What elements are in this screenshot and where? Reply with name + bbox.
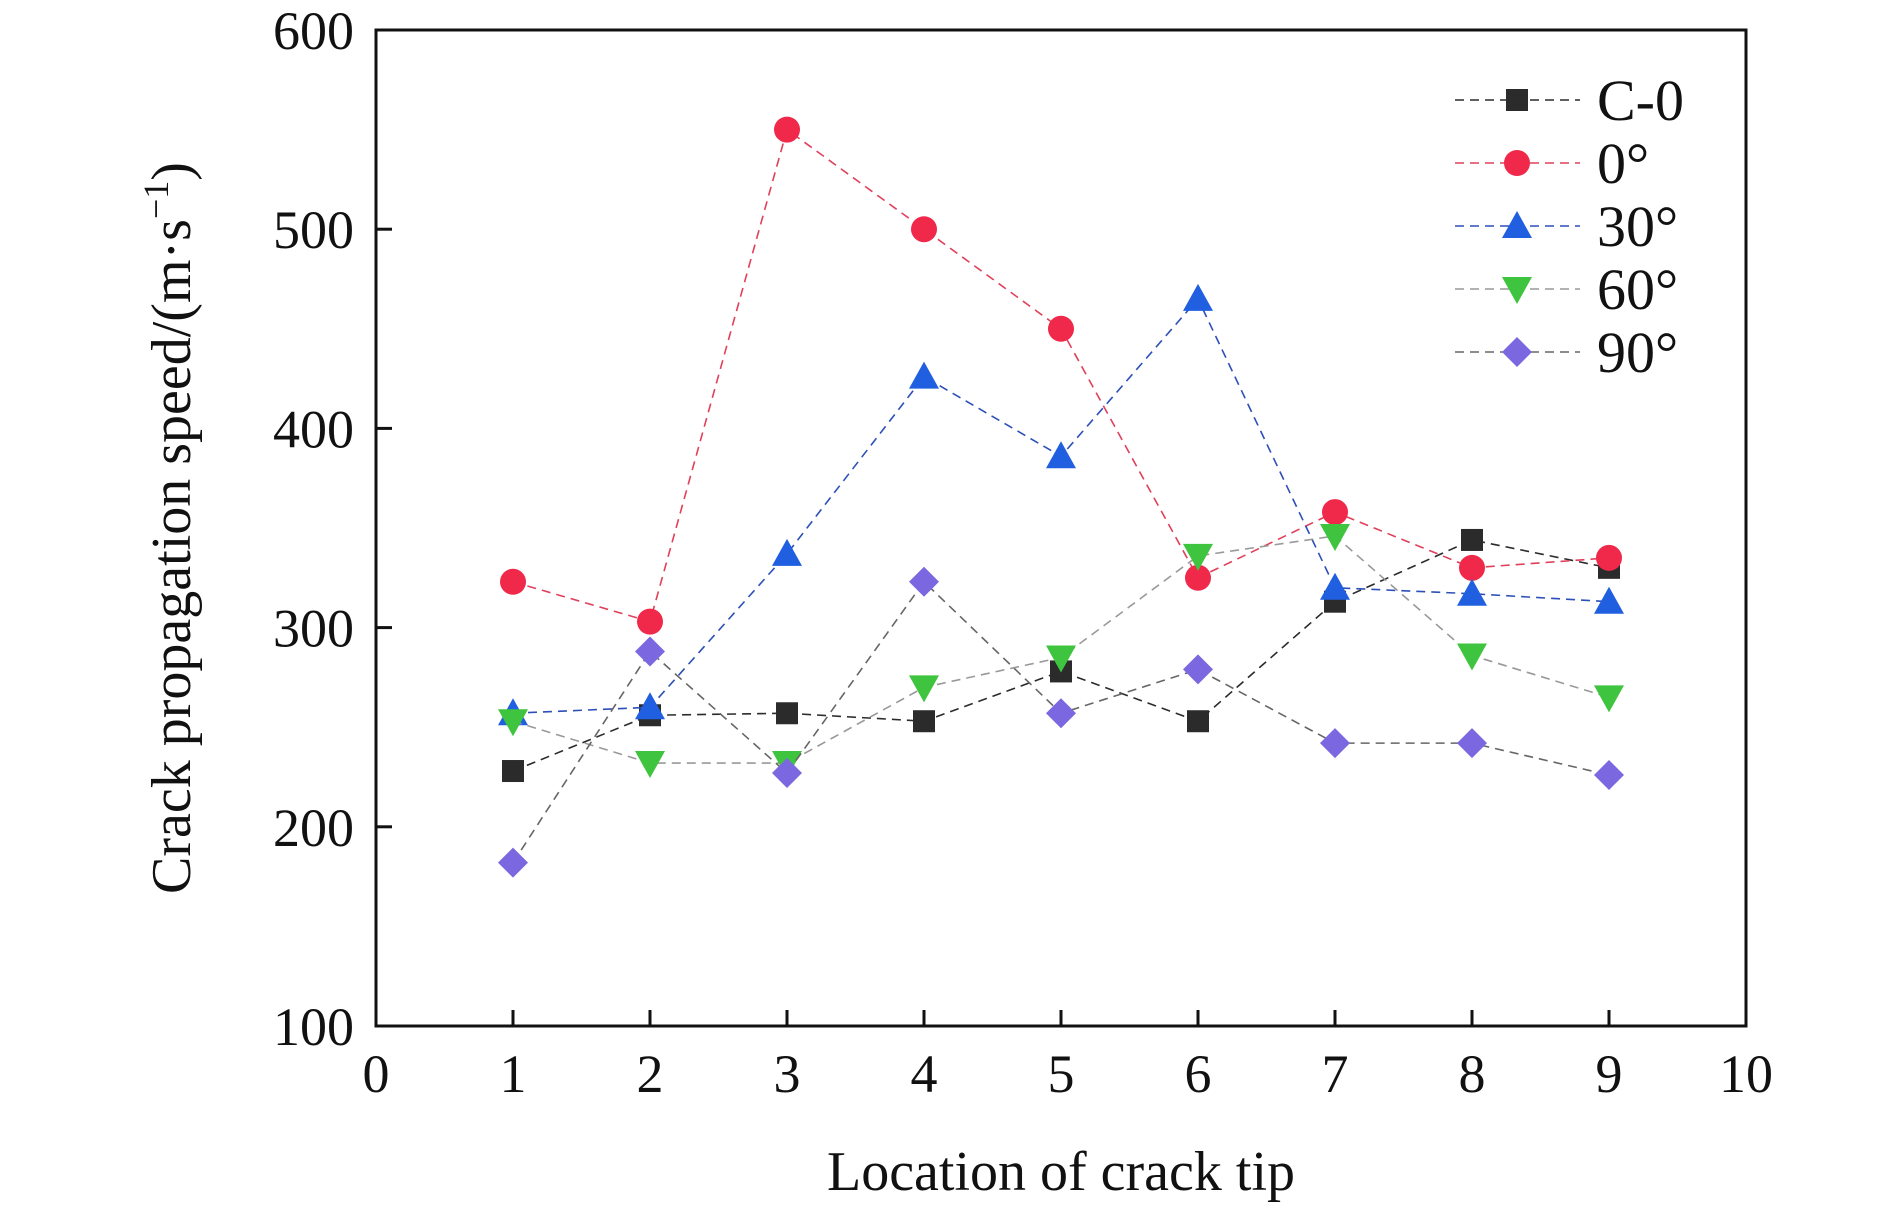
x-tick-label: 1 — [500, 1044, 527, 1104]
series-3 — [498, 523, 1624, 779]
data-point — [772, 538, 802, 566]
data-point — [500, 568, 526, 595]
data-point — [1183, 654, 1213, 685]
y-axis-title-exponent: −1 — [136, 181, 176, 219]
data-point — [1457, 643, 1487, 671]
data-point — [1320, 523, 1350, 551]
data-point — [635, 692, 665, 720]
x-tick-label: 7 — [1322, 1044, 1349, 1104]
series-4 — [498, 566, 1624, 878]
legend-label: C-0 — [1597, 68, 1684, 133]
y-axis-title: Crack propagation speed/(m·s−1) — [136, 162, 203, 894]
data-point — [1459, 554, 1485, 581]
x-tick-label: 6 — [1185, 1044, 1212, 1104]
y-tick-label: 400 — [273, 399, 354, 459]
data-point — [1461, 528, 1483, 551]
y-axis-title-close: ) — [141, 162, 203, 181]
y-axis-title-main: Crack propagation speed/(m·s — [141, 219, 203, 894]
y-tick-label: 200 — [273, 798, 354, 858]
data-point — [776, 702, 798, 725]
data-point — [1046, 441, 1076, 469]
data-point — [1320, 572, 1350, 600]
data-point — [1183, 283, 1213, 311]
x-tick-label: 9 — [1596, 1044, 1623, 1104]
data-point — [1183, 543, 1213, 571]
data-point — [774, 116, 800, 143]
legend-label: 0° — [1597, 131, 1649, 196]
legend-label: 60° — [1597, 257, 1678, 322]
legend-marker — [1502, 211, 1532, 238]
series-line — [512, 539, 1610, 772]
y-axis-ticks: 100 200 300 400 500 600 — [273, 1, 392, 1057]
x-tick-label: 2 — [637, 1044, 664, 1104]
plot-frame — [374, 28, 1748, 1028]
legend-item: 0° — [1455, 131, 1649, 196]
legend-item: 90° — [1455, 320, 1678, 385]
x-tick-label: 3 — [774, 1044, 801, 1104]
data-point — [502, 760, 524, 783]
x-axis-title: Location of crack tip — [827, 1141, 1295, 1203]
data-point — [1046, 645, 1076, 673]
data-point — [909, 675, 939, 703]
series-line — [512, 128, 1610, 623]
data-point — [909, 361, 939, 389]
x-tick-label: 0 — [363, 1044, 390, 1104]
y-tick-label: 300 — [273, 599, 354, 659]
data-point — [1185, 564, 1211, 591]
legend-label: 90° — [1597, 320, 1678, 385]
x-tick-label: 5 — [1048, 1044, 1075, 1104]
data-point — [635, 751, 665, 779]
data-point — [772, 758, 802, 789]
y-tick-label: 600 — [273, 1, 354, 61]
series-0 — [502, 528, 1620, 783]
legend: C-00°30°60°90° — [1455, 68, 1684, 385]
data-point — [913, 710, 935, 733]
data-point — [1457, 728, 1487, 759]
data-point — [1322, 499, 1348, 526]
x-axis-ticks: 0 1 2 3 4 5 6 7 8 9 10 — [363, 1010, 1773, 1104]
legend-marker — [1504, 150, 1530, 176]
legend-marker — [1502, 277, 1532, 304]
series-1 — [500, 116, 1622, 635]
data-point — [1457, 578, 1487, 606]
x-tick-label: 4 — [911, 1044, 938, 1104]
data-point — [911, 216, 937, 243]
data-point — [1320, 728, 1350, 759]
data-point — [909, 566, 939, 597]
series-layer — [498, 116, 1624, 878]
data-point — [498, 709, 528, 737]
legend-marker — [1506, 89, 1528, 111]
data-point — [1596, 544, 1622, 571]
data-point — [498, 847, 528, 878]
y-tick-label: 500 — [273, 200, 354, 260]
legend-marker — [1502, 337, 1532, 367]
data-point — [1187, 710, 1209, 733]
data-point — [1048, 315, 1074, 342]
data-point — [1594, 685, 1624, 713]
data-point — [637, 608, 663, 635]
data-point — [1594, 586, 1624, 614]
data-point — [635, 636, 665, 667]
legend-label: 30° — [1597, 194, 1678, 259]
y-tick-label: 100 — [273, 997, 354, 1057]
data-point — [1594, 760, 1624, 791]
x-tick-label: 10 — [1719, 1044, 1773, 1104]
x-tick-label: 8 — [1459, 1044, 1486, 1104]
legend-item: 30° — [1455, 194, 1678, 259]
data-point — [1046, 698, 1076, 729]
legend-item: 60° — [1455, 257, 1678, 322]
legend-item: C-0 — [1455, 68, 1684, 133]
